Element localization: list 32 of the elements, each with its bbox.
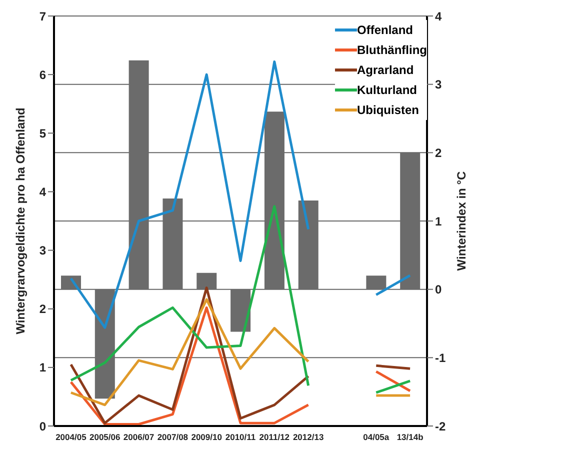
x-tick-label: 2007/08 [157,432,188,442]
x-tick-label: 04/05a [363,432,390,442]
y2-tick-label: 0 [435,282,442,297]
y-tick-label: 1 [39,360,46,375]
x-tick-label: 2012/13 [292,432,324,442]
y2-tick-label: 1 [435,214,442,228]
x-tick-label: 2010/11 [225,432,256,442]
y2-tick-label: 2 [435,146,442,160]
y-tick-label: 5 [39,126,46,140]
x-tick-label: 2004/05 [56,432,87,442]
y2-axis-title: Winterindex in °C [454,170,468,271]
y-tick-label: 0 [39,419,46,434]
legend-label: Offenland [357,23,414,37]
x-tick-label: 2005/06 [90,432,120,442]
legend-label: Agrarland [357,63,414,77]
y2-tick-label: -2 [435,419,446,434]
legend-label: Ubiquisten [357,103,420,117]
y-tick-label: 3 [39,244,46,258]
legend-label: Kulturland [357,83,418,97]
y-tick-label: 2 [39,302,46,316]
y-tick-label: 4 [39,184,46,199]
legend-label: Bluthänfling [357,43,427,57]
y-tick-label: 7 [39,9,46,24]
x-tick-label: 13/14b [396,432,424,442]
x-tick-label: 2009/10 [191,432,222,442]
x-tick-label: 2006/07 [123,432,154,442]
y2-tick-label: 4 [435,9,442,24]
y-tick-label: 6 [39,68,46,82]
y-axis-title: Wintergrarvogeldichte pro ha Offenland [13,108,28,334]
y2-tick-label: -1 [435,350,446,365]
x-tick-label: 2011/12 [259,432,290,442]
y2-tick-label: 3 [435,78,442,92]
